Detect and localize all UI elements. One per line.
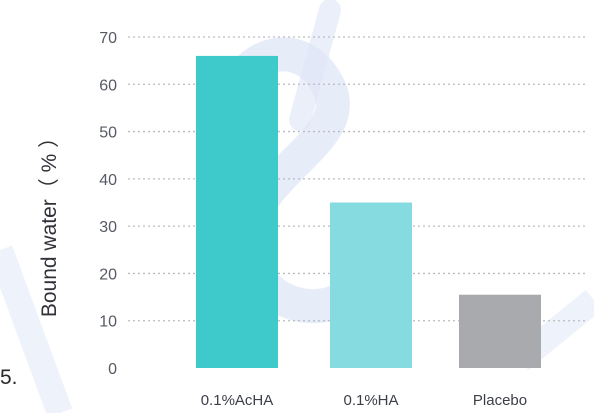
stray-text: 5. xyxy=(0,366,18,389)
bar-0-1-acha xyxy=(196,55,278,369)
y-axis-title: Bound water（ % ） xyxy=(38,127,61,317)
y-tick-label: 50 xyxy=(99,125,117,142)
y-tick-label: 60 xyxy=(99,77,117,94)
y-tick-label: 40 xyxy=(99,172,117,189)
y-tick-label: 30 xyxy=(99,219,117,236)
x-category-labels: 0.1%AcHA 0.1%HA Placebo xyxy=(201,392,527,409)
bar-0-1-ha xyxy=(330,202,412,368)
y-tick-labels: 0 10 20 30 40 50 60 70 xyxy=(99,30,117,378)
x-category-label: Placebo xyxy=(473,392,527,409)
y-tick-label: 10 xyxy=(99,314,117,331)
y-tick-label: 20 xyxy=(99,266,117,283)
x-category-label: 0.1%HA xyxy=(343,392,398,409)
bars xyxy=(196,55,541,369)
y-tick-label: 0 xyxy=(108,361,117,378)
y-tick-label: 70 xyxy=(99,30,117,47)
bar-placebo xyxy=(459,294,541,368)
x-category-label: 0.1%AcHA xyxy=(201,392,274,409)
